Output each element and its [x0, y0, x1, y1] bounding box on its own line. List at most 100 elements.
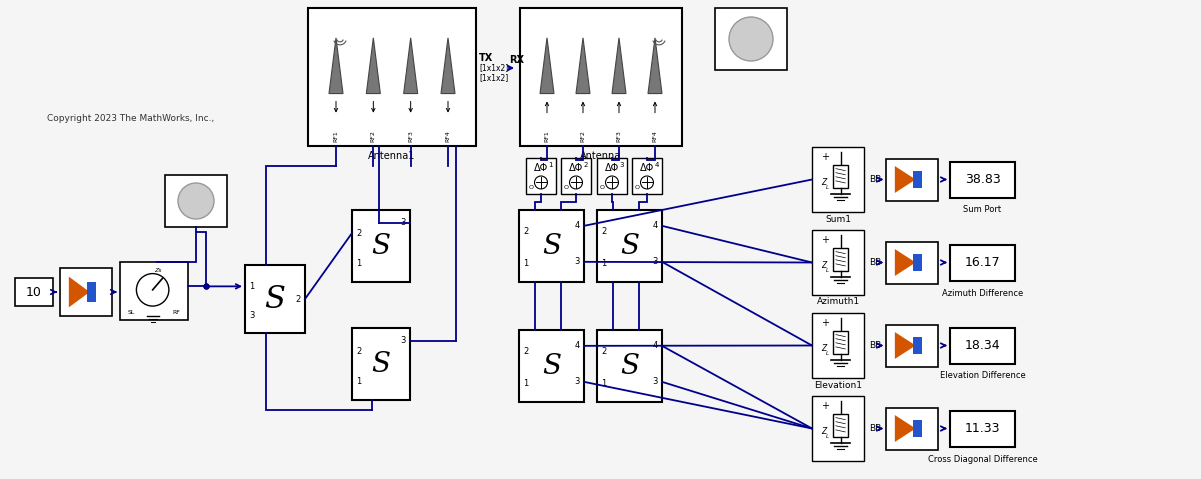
- Text: 4: 4: [653, 221, 658, 230]
- Text: Z: Z: [820, 427, 826, 436]
- Bar: [519, 210, 584, 282]
- Text: 38.83: 38.83: [964, 173, 1000, 186]
- Polygon shape: [329, 38, 343, 93]
- Text: y: y: [928, 258, 933, 267]
- Text: 16.17: 16.17: [964, 256, 1000, 269]
- Polygon shape: [895, 332, 915, 359]
- Text: y: y: [928, 175, 933, 184]
- Bar: [950, 328, 1015, 364]
- Text: 4: 4: [575, 221, 580, 230]
- Text: S: S: [620, 353, 639, 379]
- Bar: [832, 331, 848, 354]
- Text: 18.34: 18.34: [964, 339, 1000, 352]
- Bar: [812, 396, 864, 461]
- Bar: [950, 411, 1015, 446]
- Text: Azimuth Difference: Azimuth Difference: [942, 288, 1023, 297]
- Text: L: L: [826, 185, 829, 190]
- Bar: [832, 414, 848, 437]
- Bar: [632, 158, 662, 194]
- Bar: [886, 241, 938, 284]
- Text: Cross Diagonal Difference: Cross Diagonal Difference: [927, 455, 1038, 464]
- Text: O: O: [564, 185, 569, 190]
- Text: O: O: [600, 185, 605, 190]
- Text: 3: 3: [249, 311, 255, 320]
- Text: +: +: [821, 318, 829, 328]
- Text: 2: 2: [522, 227, 528, 236]
- Text: 2: 2: [355, 228, 362, 238]
- Text: 1: 1: [522, 260, 528, 269]
- Text: O: O: [635, 185, 640, 190]
- Text: L: L: [826, 434, 829, 439]
- Text: S: S: [542, 353, 561, 379]
- Bar: [950, 244, 1015, 281]
- Text: 10: 10: [26, 285, 42, 298]
- Bar: [913, 171, 922, 188]
- Text: +: +: [821, 235, 829, 245]
- Text: Copyright 2023 The MathWorks, Inc.,: Copyright 2023 The MathWorks, Inc.,: [47, 114, 214, 123]
- Text: u: u: [891, 341, 896, 350]
- Text: L: L: [826, 351, 829, 356]
- Text: y: y: [928, 341, 933, 350]
- Text: ΔΦ: ΔΦ: [640, 163, 655, 173]
- Bar: [812, 230, 864, 295]
- Text: 4: 4: [575, 342, 580, 350]
- Text: 4: 4: [655, 162, 659, 168]
- Text: fcn: fcn: [907, 441, 918, 446]
- Text: RF: RF: [737, 30, 764, 48]
- Bar: [165, 175, 227, 227]
- Text: 3: 3: [574, 257, 580, 266]
- Text: u: u: [891, 424, 896, 433]
- Text: [1x1x2]: [1x1x2]: [479, 73, 508, 82]
- Bar: [597, 210, 662, 282]
- Text: 3: 3: [401, 218, 406, 228]
- Text: RF4: RF4: [652, 130, 657, 142]
- Text: 2: 2: [600, 227, 607, 236]
- Text: +: +: [821, 401, 829, 411]
- Text: 1: 1: [600, 379, 607, 388]
- Text: RX: RX: [509, 55, 524, 65]
- Bar: [886, 324, 938, 366]
- Text: Z: Z: [820, 178, 826, 187]
- Text: Azimuth1: Azimuth1: [817, 297, 860, 307]
- Text: 3: 3: [652, 257, 658, 266]
- Text: RF2: RF2: [371, 130, 376, 142]
- Text: 4: 4: [653, 342, 658, 350]
- Text: 1: 1: [355, 260, 362, 269]
- Text: S: S: [371, 351, 390, 377]
- Text: S: S: [264, 284, 286, 315]
- Text: BB: BB: [868, 258, 882, 267]
- Text: L: L: [826, 268, 829, 273]
- Text: u: u: [65, 287, 71, 297]
- Text: ΔΦ: ΔΦ: [534, 163, 548, 173]
- Text: y: y: [928, 424, 933, 433]
- Text: u: u: [891, 258, 896, 267]
- Bar: [913, 337, 922, 354]
- Text: RF1: RF1: [544, 130, 550, 142]
- Bar: [913, 254, 922, 271]
- Polygon shape: [68, 277, 90, 308]
- Text: 1: 1: [522, 379, 528, 388]
- Bar: [520, 8, 682, 146]
- Text: 3: 3: [620, 162, 625, 168]
- Bar: [812, 147, 864, 212]
- Text: 1: 1: [355, 377, 362, 387]
- Bar: [60, 268, 112, 316]
- Bar: [812, 313, 864, 378]
- Bar: [352, 210, 410, 282]
- Text: RF3: RF3: [408, 130, 413, 142]
- Polygon shape: [540, 38, 554, 93]
- Polygon shape: [613, 38, 626, 93]
- Bar: [886, 408, 938, 449]
- Text: Antenna: Antenna: [580, 151, 622, 161]
- Circle shape: [178, 183, 214, 219]
- Bar: [832, 248, 848, 271]
- Text: fcn: fcn: [80, 307, 91, 313]
- Text: BB: BB: [868, 341, 882, 350]
- Polygon shape: [576, 38, 590, 93]
- Polygon shape: [441, 38, 455, 93]
- Bar: [519, 330, 584, 402]
- Bar: [886, 159, 938, 201]
- Bar: [307, 8, 476, 146]
- Polygon shape: [895, 166, 915, 193]
- Bar: [561, 158, 591, 194]
